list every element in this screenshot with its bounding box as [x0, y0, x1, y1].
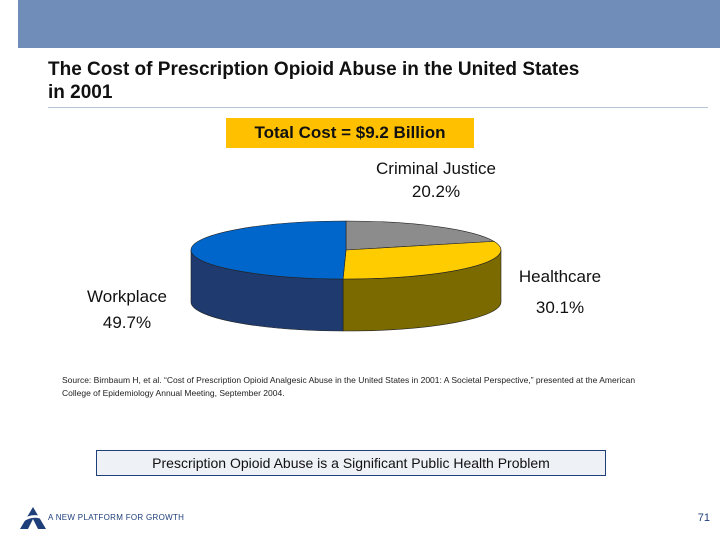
title-line-2: in 2001: [48, 82, 113, 103]
slice-value-healthcare: 30.1%: [536, 298, 584, 317]
page-number: 71: [697, 512, 710, 524]
title-divider: [48, 107, 708, 108]
slide-title: The Cost of Prescription Opioid Abuse in…: [48, 58, 688, 104]
slice-value-criminal-justice: 20.2%: [412, 182, 460, 201]
pie-slice-workplace: [190, 220, 347, 280]
source-line-2: College of Epidemiology Annual Meeting, …: [62, 388, 285, 398]
conclusion-banner: Prescription Opioid Abuse is a Significa…: [96, 450, 606, 476]
source-citation: Source: Birnbaum H, et al. “Cost of Pres…: [62, 374, 702, 400]
slice-label-workplace: Workplace: [87, 287, 167, 306]
total-cost-badge: Total Cost = $9.2 Billion: [226, 118, 474, 148]
header-bar: [18, 0, 720, 48]
pie-slice-healthcare: [342, 241, 502, 280]
slice-value-workplace: 49.7%: [103, 313, 151, 332]
slice-label-criminal-justice: Criminal Justice: [376, 159, 496, 178]
slice-label-healthcare: Healthcare: [519, 267, 601, 286]
company-logo-icon: [20, 507, 46, 529]
tagline: A NEW PLATFORM FOR GROWTH: [48, 513, 185, 522]
pie-tops: [190, 220, 502, 280]
source-line-1: Source: Birnbaum H, et al. “Cost of Pres…: [62, 375, 636, 385]
pie-labels: Criminal Justice 20.2% Healthcare 30.1% Work…: [87, 159, 601, 332]
pie-sides: [190, 249, 502, 332]
pie-slice-criminal-justice: [345, 220, 495, 251]
title-line-1: The Cost of Prescription Opioid Abuse in…: [48, 59, 580, 80]
